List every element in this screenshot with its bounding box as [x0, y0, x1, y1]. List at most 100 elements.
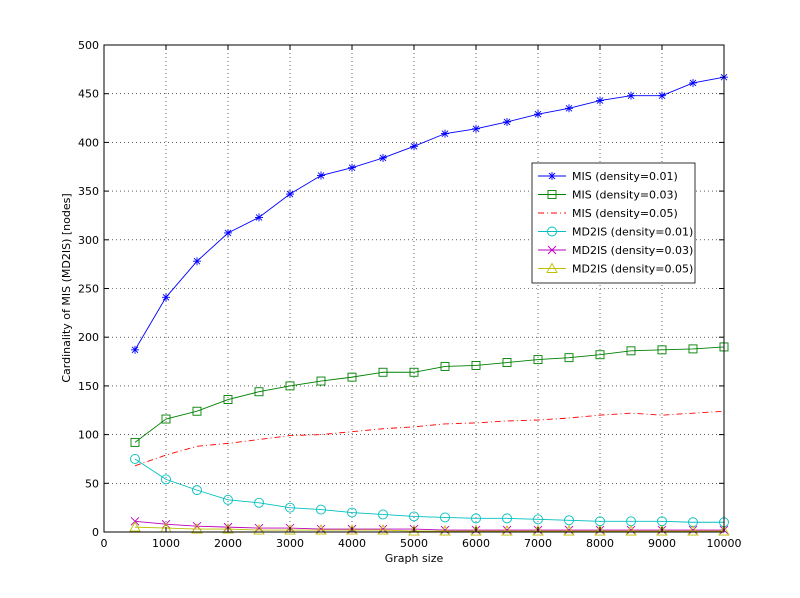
- legend-label: MD2IS (density=0.03): [572, 244, 693, 257]
- data-point: [223, 395, 233, 404]
- series-line: [134, 346, 725, 443]
- data-point: [718, 525, 730, 536]
- data-point: [502, 525, 512, 535]
- data-point: [501, 525, 513, 536]
- data-point: [687, 525, 699, 536]
- data-point: [533, 355, 543, 365]
- x-tick-label: 4000: [338, 537, 366, 550]
- series-1: [131, 73, 728, 354]
- x-axis-label: Graph size: [385, 552, 444, 565]
- data-point: [129, 521, 141, 532]
- data-point: [285, 502, 295, 513]
- data-point: [130, 437, 140, 447]
- data-point: [470, 525, 482, 536]
- data-point: [193, 257, 201, 266]
- data-point: [472, 124, 480, 133]
- series-line: [134, 410, 725, 467]
- data-point: [503, 117, 511, 126]
- series-6: [129, 521, 730, 536]
- data-point: [563, 525, 575, 536]
- data-point: [347, 507, 357, 518]
- data-point: [316, 504, 326, 515]
- data-point: [378, 367, 388, 377]
- data-point: [161, 474, 171, 485]
- series-layer: [129, 73, 730, 536]
- data-point: [254, 387, 264, 397]
- data-point: [596, 96, 604, 105]
- data-point: [162, 293, 170, 302]
- data-point: [502, 513, 512, 524]
- x-tick-label: 3000: [276, 537, 304, 550]
- data-point: [626, 525, 636, 535]
- data-point: [191, 523, 203, 534]
- data-point: [502, 358, 512, 367]
- data-point: [626, 346, 636, 356]
- data-point: [348, 163, 356, 172]
- series-line: [134, 76, 725, 351]
- x-tick-label: 9000: [648, 537, 676, 550]
- x-tick-label: 7000: [524, 537, 552, 550]
- data-point: [253, 524, 265, 535]
- y-tick-label: 50: [85, 477, 99, 490]
- data-point: [689, 78, 697, 87]
- data-point: [471, 513, 481, 524]
- x-tick-label: 10000: [707, 537, 742, 550]
- legend: MIS (density=0.01) MIS (density=0.03) MIS …: [531, 162, 696, 284]
- legend-label: MD2IS (density=0.05): [572, 263, 693, 276]
- legend-label: MD2IS (density=0.01): [572, 226, 693, 239]
- data-point: [408, 525, 420, 536]
- data-point: [594, 525, 606, 536]
- data-point: [441, 129, 449, 138]
- data-point: [656, 525, 668, 536]
- data-point: [564, 515, 574, 526]
- data-point: [595, 350, 605, 360]
- data-point: [439, 525, 451, 536]
- legend-entry-3: MIS (density=0.05): [538, 207, 678, 220]
- data-point: [284, 524, 296, 535]
- data-point: [379, 153, 387, 162]
- y-tick-label: 0: [92, 526, 99, 539]
- data-point: [161, 519, 171, 529]
- data-point: [346, 524, 358, 535]
- x-tick-label: 0: [101, 537, 108, 550]
- data-point: [534, 110, 542, 119]
- series-line: [134, 520, 724, 531]
- data-point: [409, 511, 419, 522]
- data-point: [254, 497, 264, 508]
- legend-label: MIS (density=0.03): [572, 189, 678, 202]
- y-tick-label: 250: [78, 283, 99, 296]
- data-point: [533, 514, 543, 525]
- legend-marker: [547, 245, 557, 255]
- y-tick-label: 100: [78, 429, 99, 442]
- data-point: [316, 376, 326, 386]
- legend-marker: [548, 172, 556, 180]
- data-point: [564, 353, 574, 363]
- y-axis-label: Cardinality of MIS (MD2IS) [nodes]: [60, 193, 73, 382]
- data-point: [440, 525, 450, 535]
- legend-entry-2: MIS (density=0.03): [538, 189, 678, 202]
- data-point: [222, 523, 234, 534]
- y-tick-label: 500: [78, 39, 99, 52]
- data-point: [377, 524, 389, 535]
- legend-box: [531, 162, 696, 284]
- data-point: [317, 171, 325, 180]
- data-point: [224, 228, 232, 237]
- x-tick-label: 1000: [152, 537, 180, 550]
- data-point: [440, 512, 450, 523]
- data-point: [565, 104, 573, 113]
- data-point: [347, 372, 357, 382]
- data-point: [410, 142, 418, 151]
- data-point: [130, 454, 140, 464]
- y-tick-label: 450: [78, 88, 99, 101]
- data-point: [131, 345, 139, 354]
- data-point: [532, 525, 544, 536]
- series-line: [134, 458, 724, 523]
- legend-marker: [547, 190, 557, 199]
- legend-label: MIS (density=0.01): [572, 170, 678, 183]
- x-tick-label: 5000: [400, 537, 428, 550]
- data-point: [409, 367, 419, 377]
- data-point: [688, 344, 698, 354]
- x-tick-label: 6000: [462, 537, 490, 550]
- y-tick-label: 400: [78, 136, 99, 149]
